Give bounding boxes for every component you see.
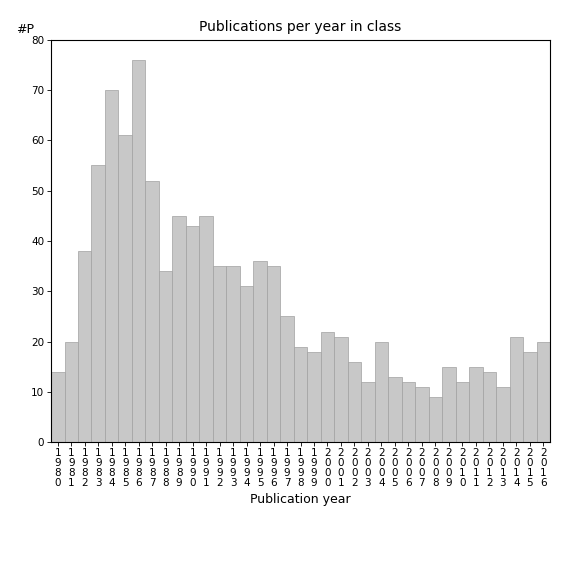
Bar <box>456 382 469 442</box>
Bar <box>388 377 401 442</box>
Bar <box>321 332 334 442</box>
Bar <box>91 166 105 442</box>
Bar <box>483 372 496 442</box>
Bar <box>253 261 267 442</box>
X-axis label: Publication year: Publication year <box>250 493 351 506</box>
Bar <box>496 387 510 442</box>
Bar <box>51 372 65 442</box>
Bar <box>240 286 253 442</box>
Bar <box>429 397 442 442</box>
Title: Publications per year in class: Publications per year in class <box>200 20 401 35</box>
Bar <box>510 337 523 442</box>
Bar <box>172 216 186 442</box>
Bar <box>267 266 280 442</box>
Bar <box>145 180 159 442</box>
Bar <box>78 251 91 442</box>
Bar <box>280 316 294 442</box>
Bar <box>213 266 226 442</box>
Bar <box>348 362 361 442</box>
Bar <box>415 387 429 442</box>
Bar <box>375 341 388 442</box>
Bar <box>334 337 348 442</box>
Bar <box>119 136 132 442</box>
Bar <box>523 352 536 442</box>
Text: #P: #P <box>16 23 34 36</box>
Bar <box>186 226 200 442</box>
Bar <box>65 341 78 442</box>
Bar <box>105 90 119 442</box>
Bar <box>132 60 145 442</box>
Bar <box>401 382 415 442</box>
Bar <box>469 367 483 442</box>
Bar <box>159 271 172 442</box>
Bar <box>442 367 456 442</box>
Bar <box>294 346 307 442</box>
Bar <box>361 382 375 442</box>
Bar <box>307 352 321 442</box>
Bar <box>200 216 213 442</box>
Bar <box>226 266 240 442</box>
Bar <box>536 341 550 442</box>
